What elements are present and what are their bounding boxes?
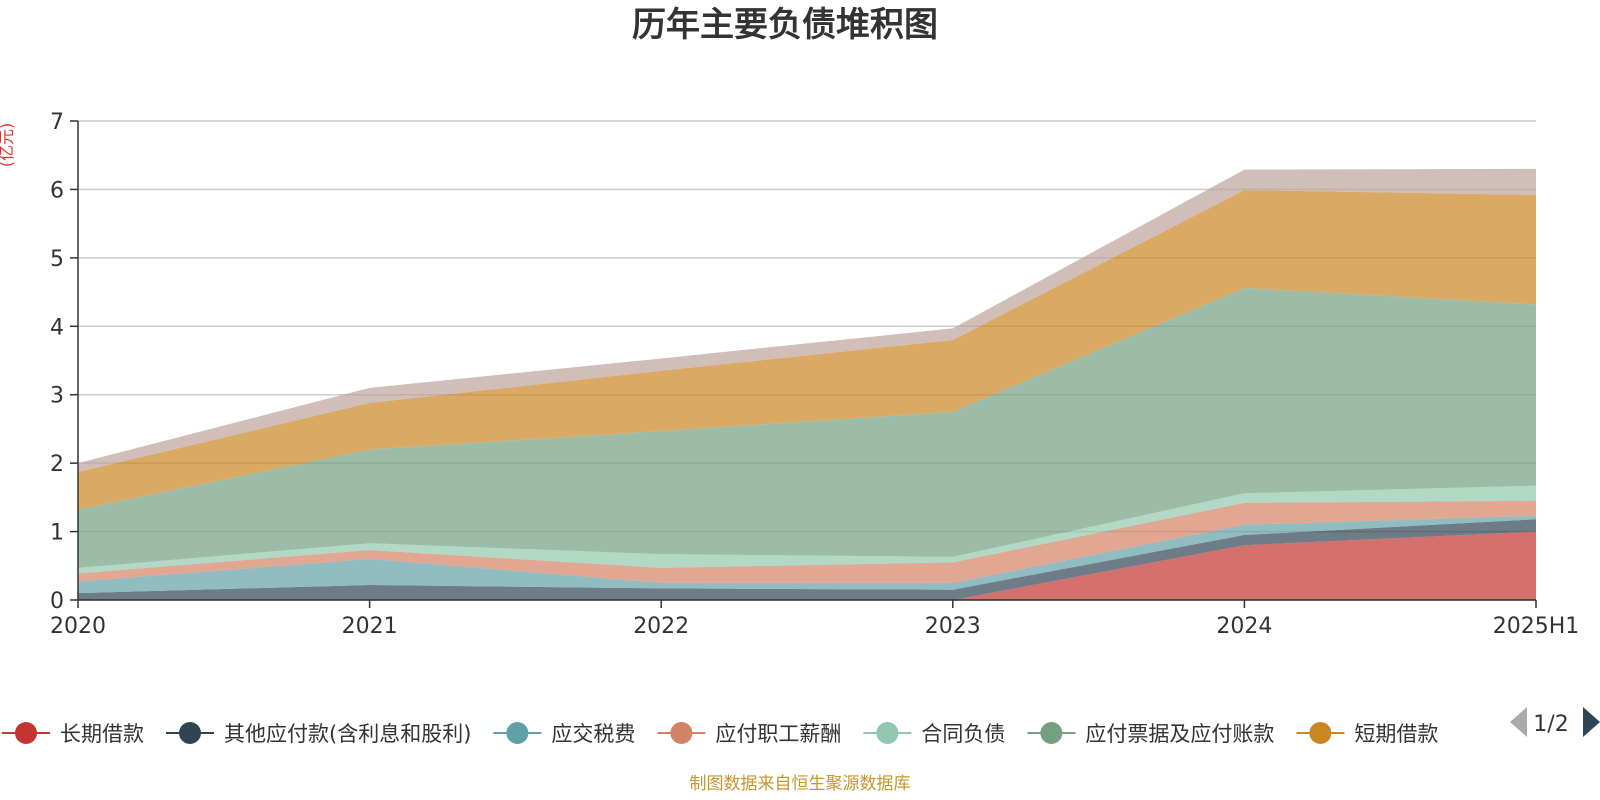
y-tick-label: 5 — [50, 247, 64, 272]
area-series-应交税费 — [78, 515, 1536, 594]
data-source-note: 制图数据来自恒生聚源数据库 — [690, 774, 911, 794]
legend-label: 应交税费 — [551, 722, 635, 746]
y-tick-label: 6 — [50, 178, 64, 203]
legend-marker — [506, 722, 529, 744]
x-tick-label: 2024 — [1216, 614, 1272, 639]
legend-marker — [670, 722, 693, 744]
legend-page-indicator: 1/2 — [1533, 712, 1568, 737]
legend-marker — [179, 722, 201, 744]
area-series-其他应付款(含利息和股利) — [78, 519, 1536, 600]
y-tick-label: 4 — [50, 315, 64, 340]
y-tick-label: 0 — [50, 589, 64, 614]
legend-item[interactable]: 短期借款 — [1296, 722, 1438, 746]
legend-marker — [1040, 722, 1063, 744]
legend-pager: 1/2 — [1510, 707, 1600, 737]
legend: 长期借款 其他应付款(含利息和股利) 应交税费 应付职工薪酬 合同负债 应付票据及应付账款… — [2, 722, 1438, 746]
area-series — [78, 168, 1536, 600]
legend-item[interactable]: 应交税费 — [493, 722, 635, 746]
legend-item[interactable]: 其他应付款(含利息和股利) — [166, 722, 471, 746]
legend-label: 短期借款 — [1354, 722, 1438, 746]
legend-prev-icon[interactable] — [1510, 707, 1527, 737]
legend-marker — [876, 722, 899, 744]
x-tick-label: 2025H1 — [1493, 614, 1580, 639]
legend-items: 长期借款 其他应付款(含利息和股利) 应交税费 应付职工薪酬 合同负债 应付票据及应付账款… — [2, 722, 1438, 746]
legend-next-icon[interactable] — [1583, 707, 1600, 737]
x-tick-label: 2021 — [342, 614, 398, 639]
x-tick-label: 2023 — [925, 614, 981, 639]
legend-label: 应付职工薪酬 — [715, 722, 841, 746]
area-series-应付职工薪酬 — [78, 500, 1536, 583]
area-series-短期借款 — [78, 190, 1536, 510]
y-tick-label: 1 — [50, 521, 64, 546]
legend-item[interactable]: 长期借款 — [2, 722, 144, 746]
y-tick-label: 2 — [50, 452, 64, 477]
legend-label: 应付票据及应付账款 — [1085, 722, 1274, 746]
legend-marker — [1309, 722, 1332, 744]
chart-title: 历年主要负债堆积图 — [632, 5, 938, 45]
y-tick-label: 7 — [50, 110, 64, 135]
legend-item[interactable]: 应付职工薪酬 — [657, 722, 841, 746]
y-tick-label: 3 — [50, 384, 64, 409]
legend-item[interactable]: 合同负债 — [863, 722, 1005, 746]
area-series-合同负债 — [78, 485, 1536, 574]
x-tick-label: 2020 — [50, 614, 106, 639]
legend-label: 其他应付款(含利息和股利) — [224, 722, 471, 746]
area-series-应付票据及应付账款 — [78, 287, 1536, 568]
x-tick-label: 2022 — [633, 614, 689, 639]
y-axis-unit: (亿元) — [0, 123, 16, 168]
legend-item[interactable]: 应付票据及应付账款 — [1027, 722, 1274, 746]
legend-label: 长期借款 — [60, 722, 144, 746]
axes: 0 1 2 3 4 5 6 7 2020 2021 2022 2023 2024 2025H1 — [50, 110, 1579, 639]
legend-marker — [15, 722, 37, 744]
legend-label: 合同负债 — [921, 722, 1005, 746]
area-series-长期借款 — [78, 531, 1536, 600]
